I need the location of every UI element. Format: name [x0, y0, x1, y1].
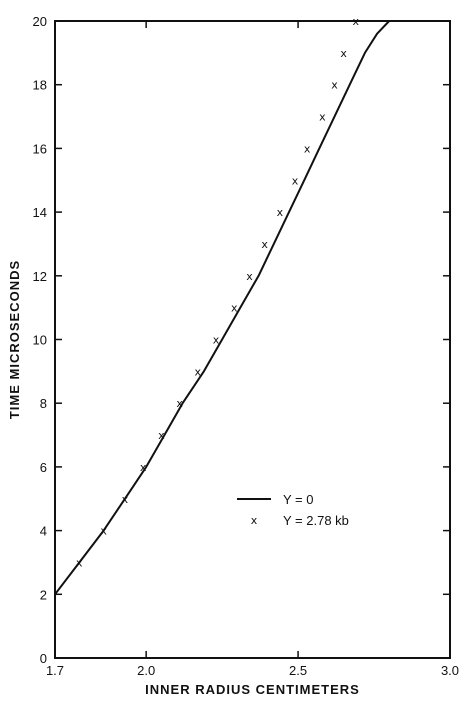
x-tick-label: 2.0: [137, 663, 155, 678]
plot-frame: [54, 20, 451, 659]
data-point-marker: x: [76, 556, 83, 569]
plot-border: [54, 20, 451, 659]
y-tick-label: 14: [33, 205, 47, 220]
axis-tick-labels: 1.7 2.0 2.5 3.0 0 2 4 6 8 10 12 14 16 18 20: [33, 14, 460, 678]
data-point-marker: x: [100, 525, 107, 538]
axis-ticks: [54, 20, 451, 659]
y-tick-label: 6: [40, 460, 47, 475]
x-tick-label: 3.0: [441, 663, 459, 678]
data-point-marker: x: [353, 15, 360, 28]
data-point-marker: x: [304, 142, 311, 155]
y-tick-label: 16: [33, 141, 47, 156]
data-point-marker: x: [158, 429, 165, 442]
series-0: [54, 20, 390, 595]
y-tick-label: 12: [33, 269, 47, 284]
y-tick-label: 8: [40, 396, 47, 411]
data-point-marker: x: [331, 79, 338, 92]
data-point-marker: x: [246, 270, 253, 283]
y-tick-label: 4: [40, 524, 47, 539]
data-point-marker: x: [277, 206, 284, 219]
series-layer: x x x x x x x x x x x x x x x x x x: [54, 15, 390, 595]
y-tick-label: 0: [40, 651, 47, 666]
data-point-marker: x: [261, 238, 268, 251]
y-tick-label: 18: [33, 78, 47, 93]
x-tick-label: 1.7: [46, 663, 64, 678]
data-point-marker: x: [213, 334, 220, 347]
legend-label-series-1: Y = 2.78 kb: [283, 513, 349, 528]
legend-label-series-0: Y = 0: [283, 492, 313, 507]
data-point-marker: x: [292, 174, 299, 187]
legend: Y = 0 x Y = 2.78 kb: [237, 492, 349, 528]
data-point-marker: x: [319, 111, 326, 124]
series-line: [54, 20, 390, 595]
y-tick-label: 20: [33, 14, 47, 29]
series-1: x x x x x x x x x x x x x x x x x x: [76, 15, 360, 569]
data-point-marker: x: [195, 365, 202, 378]
data-point-marker: x: [340, 47, 347, 60]
y-axis-title: TIME MICROSECONDS: [7, 260, 22, 419]
data-point-marker: x: [176, 397, 183, 410]
data-point-marker: x: [231, 302, 238, 315]
y-tick-label: 10: [33, 333, 47, 348]
x-axis-title: INNER RADIUS CENTIMETERS: [145, 682, 360, 697]
x-tick-label: 2.5: [289, 663, 307, 678]
legend-marker-swatch: x: [251, 514, 258, 527]
data-point-marker: x: [122, 493, 129, 506]
data-point-marker: x: [140, 461, 147, 474]
y-tick-label: 2: [40, 587, 47, 602]
